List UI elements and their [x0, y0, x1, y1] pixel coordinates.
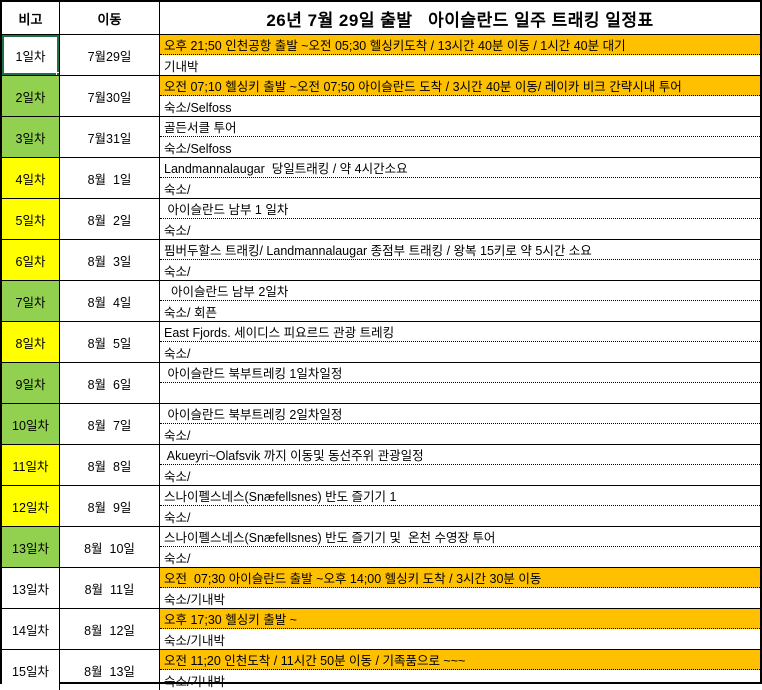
table-row: 13일차 8월 10일 스나이펠스네스(Snæfellsnes) 반도 즐기기 …	[2, 527, 760, 568]
table-row: 13일차 8월 11일 오전 07;30 아이슬란드 출발 ~오후 14;00 …	[2, 568, 760, 609]
date-cell[interactable]: 8월 3일	[60, 240, 160, 280]
activity-cell[interactable]: East Fjords. 세이디스 피요르드 관광 트레킹	[160, 322, 760, 342]
date-cell[interactable]: 8월 5일	[60, 322, 160, 362]
table-row: 14일차 8월 12일 오후 17;30 헬싱키 출발 ~ 숙소/기내박	[2, 609, 760, 650]
table-row: 11일차 8월 8일 Akueyri~Olafsvik 까지 이동및 동선주위 …	[2, 445, 760, 486]
activity-cell[interactable]: 오전 11;20 인천도착 / 11시간 50분 이동 / 기족품으로 ~~~	[160, 650, 760, 670]
date-cell[interactable]: 7월29일	[60, 35, 160, 75]
lodging-cell[interactable]	[160, 383, 760, 403]
date-cell[interactable]: 7월31일	[60, 117, 160, 157]
day-cell[interactable]: 8일차	[2, 322, 60, 362]
page-title[interactable]: 26년 7월 29일 출발 아이슬란드 일주 트래킹 일정표	[266, 10, 654, 30]
lodging-cell[interactable]: 숙소/	[164, 346, 191, 361]
header-move-cell[interactable]: 이동	[60, 2, 160, 34]
activity-cell[interactable]: 스나이펠스네스(Snæfellsnes) 반도 즐기기 1	[160, 486, 760, 506]
activity-cell[interactable]: 오후 17;30 헬싱키 출발 ~	[160, 609, 760, 629]
day-cell[interactable]: 2일차	[2, 76, 60, 116]
activity-cell[interactable]: Akueyri~Olafsvik 까지 이동및 동선주위 관광일정	[160, 445, 760, 465]
date-cell[interactable]: 8월 4일	[60, 281, 160, 321]
day-cell[interactable]: 11일차	[2, 445, 60, 485]
lodging-cell[interactable]: 숙소/	[164, 264, 191, 279]
lodging-cell[interactable]: 숙소/기내박	[164, 592, 225, 607]
date-cell[interactable]: 8월 10일	[60, 527, 160, 567]
day-cell[interactable]: 6일차	[2, 240, 60, 280]
activity-cell[interactable]: Landmannalaugar 당일트래킹 / 약 4시간소요	[160, 158, 760, 178]
table-row: 15일차 8월 13일 오전 11;20 인천도착 / 11시간 50분 이동 …	[2, 650, 760, 690]
table-row: 10일차 8월 7일 아이슬란드 북부트레킹 2일차일정 숙소/	[2, 404, 760, 445]
day-cell[interactable]: 13일차	[2, 527, 60, 567]
activity-cell[interactable]: 오후 21;50 인천공항 출발 ~오전 05;30 헬싱키도착 / 13시간 …	[160, 35, 760, 55]
table-row: 8일차 8월 5일 East Fjords. 세이디스 피요르드 관광 트레킹 …	[2, 322, 760, 363]
date-cell[interactable]: 8월 1일	[60, 158, 160, 198]
lodging-cell[interactable]: 숙소/	[164, 510, 191, 525]
table-row: 3일차 7월31일 골든서클 투어 숙소/Selfoss	[2, 117, 760, 158]
date-cell[interactable]: 7월30일	[60, 76, 160, 116]
date-cell[interactable]: 8월 11일	[60, 568, 160, 608]
table-row: 4일차 8월 1일 Landmannalaugar 당일트래킹 / 약 4시간소…	[2, 158, 760, 199]
activity-cell[interactable]: 아이슬란드 남부 1 일차	[160, 199, 760, 219]
date-cell[interactable]: 8월 9일	[60, 486, 160, 526]
activity-cell[interactable]: 골든서클 투어	[160, 117, 760, 137]
day-cell[interactable]: 14일차	[2, 609, 60, 649]
header-note-cell[interactable]: 비고	[2, 2, 60, 34]
lodging-cell[interactable]: 숙소/기내박	[164, 674, 225, 689]
lodging-cell[interactable]: 기내박	[164, 59, 199, 74]
day-cell[interactable]: 10일차	[2, 404, 60, 444]
date-cell[interactable]: 8월 8일	[60, 445, 160, 485]
day-cell[interactable]: 4일차	[2, 158, 60, 198]
day-cell[interactable]: 7일차	[2, 281, 60, 321]
activity-cell[interactable]: 핌버두할스 트래킹/ Landmannalaugar 종점부 트래킹 / 왕복 …	[160, 240, 760, 260]
table-row: 5일차 8월 2일 아이슬란드 남부 1 일차 숙소/	[2, 199, 760, 240]
activity-cell[interactable]: 오전 07;10 헬싱키 출발 ~오전 07;50 아이슬란드 도착 / 3시간…	[160, 76, 760, 96]
day-cell[interactable]: 12일차	[2, 486, 60, 526]
activity-cell[interactable]: 아이슬란드 북부트레킹 2일차일정	[160, 404, 760, 424]
lodging-cell[interactable]: 숙소/기내박	[164, 633, 225, 648]
table-row: 1일차 7월29일 오후 21;50 인천공항 출발 ~오전 05;30 헬싱키…	[2, 35, 760, 76]
date-cell[interactable]: 8월 12일	[60, 609, 160, 649]
table-row: 12일차 8월 9일 스나이펠스네스(Snæfellsnes) 반도 즐기기 1…	[2, 486, 760, 527]
day-cell[interactable]: 3일차	[2, 117, 60, 157]
table-row: 6일차 8월 3일 핌버두할스 트래킹/ Landmannalaugar 종점부…	[2, 240, 760, 281]
date-cell[interactable]: 8월 13일	[60, 650, 160, 690]
date-cell[interactable]: 8월 7일	[60, 404, 160, 444]
lodging-cell[interactable]: 숙소/Selfoss	[164, 100, 232, 115]
lodging-cell[interactable]: 숙소/Selfoss	[164, 141, 232, 156]
day-cell[interactable]: 13일차	[2, 568, 60, 608]
day-cell[interactable]: 9일차	[2, 363, 60, 403]
date-cell[interactable]: 8월 6일	[60, 363, 160, 403]
rows: 1일차 7월29일 오후 21;50 인천공항 출발 ~오전 05;30 헬싱키…	[2, 35, 760, 690]
date-cell[interactable]: 8월 2일	[60, 199, 160, 239]
activity-cell[interactable]: 오전 07;30 아이슬란드 출발 ~오후 14;00 헬싱키 도착 / 3시간…	[160, 568, 760, 588]
lodging-cell[interactable]: 숙소/	[164, 223, 191, 238]
lodging-cell[interactable]: 숙소/	[164, 182, 191, 197]
day-cell[interactable]: 5일차	[2, 199, 60, 239]
table-row: 9일차 8월 6일 아이슬란드 북부트레킹 1일차일정	[2, 363, 760, 404]
day-cell[interactable]: 15일차	[2, 650, 60, 690]
table-header: 비고 이동 26년 7월 29일 출발 아이슬란드 일주 트래킹 일정표	[2, 2, 760, 35]
lodging-cell[interactable]: 숙소/	[164, 469, 191, 484]
lodging-cell[interactable]: 숙소/ 회픈	[164, 305, 217, 320]
table-row: 7일차 8월 4일 아이슬란드 남부 2일차 숙소/ 회픈	[2, 281, 760, 322]
day-cell[interactable]: 1일차	[2, 35, 60, 75]
activity-cell[interactable]: 아이슬란드 남부 2일차	[160, 281, 760, 301]
table-row: 2일차 7월30일 오전 07;10 헬싱키 출발 ~오전 07;50 아이슬란…	[2, 76, 760, 117]
activity-cell[interactable]: 스나이펠스네스(Snæfellsnes) 반도 즐기기 및 온천 수영장 투어	[160, 527, 760, 547]
fill-handle[interactable]	[56, 72, 59, 75]
lodging-cell[interactable]: 숙소/	[164, 551, 191, 566]
activity-cell[interactable]: 아이슬란드 북부트레킹 1일차일정	[160, 363, 760, 383]
lodging-cell[interactable]: 숙소/	[164, 428, 191, 443]
